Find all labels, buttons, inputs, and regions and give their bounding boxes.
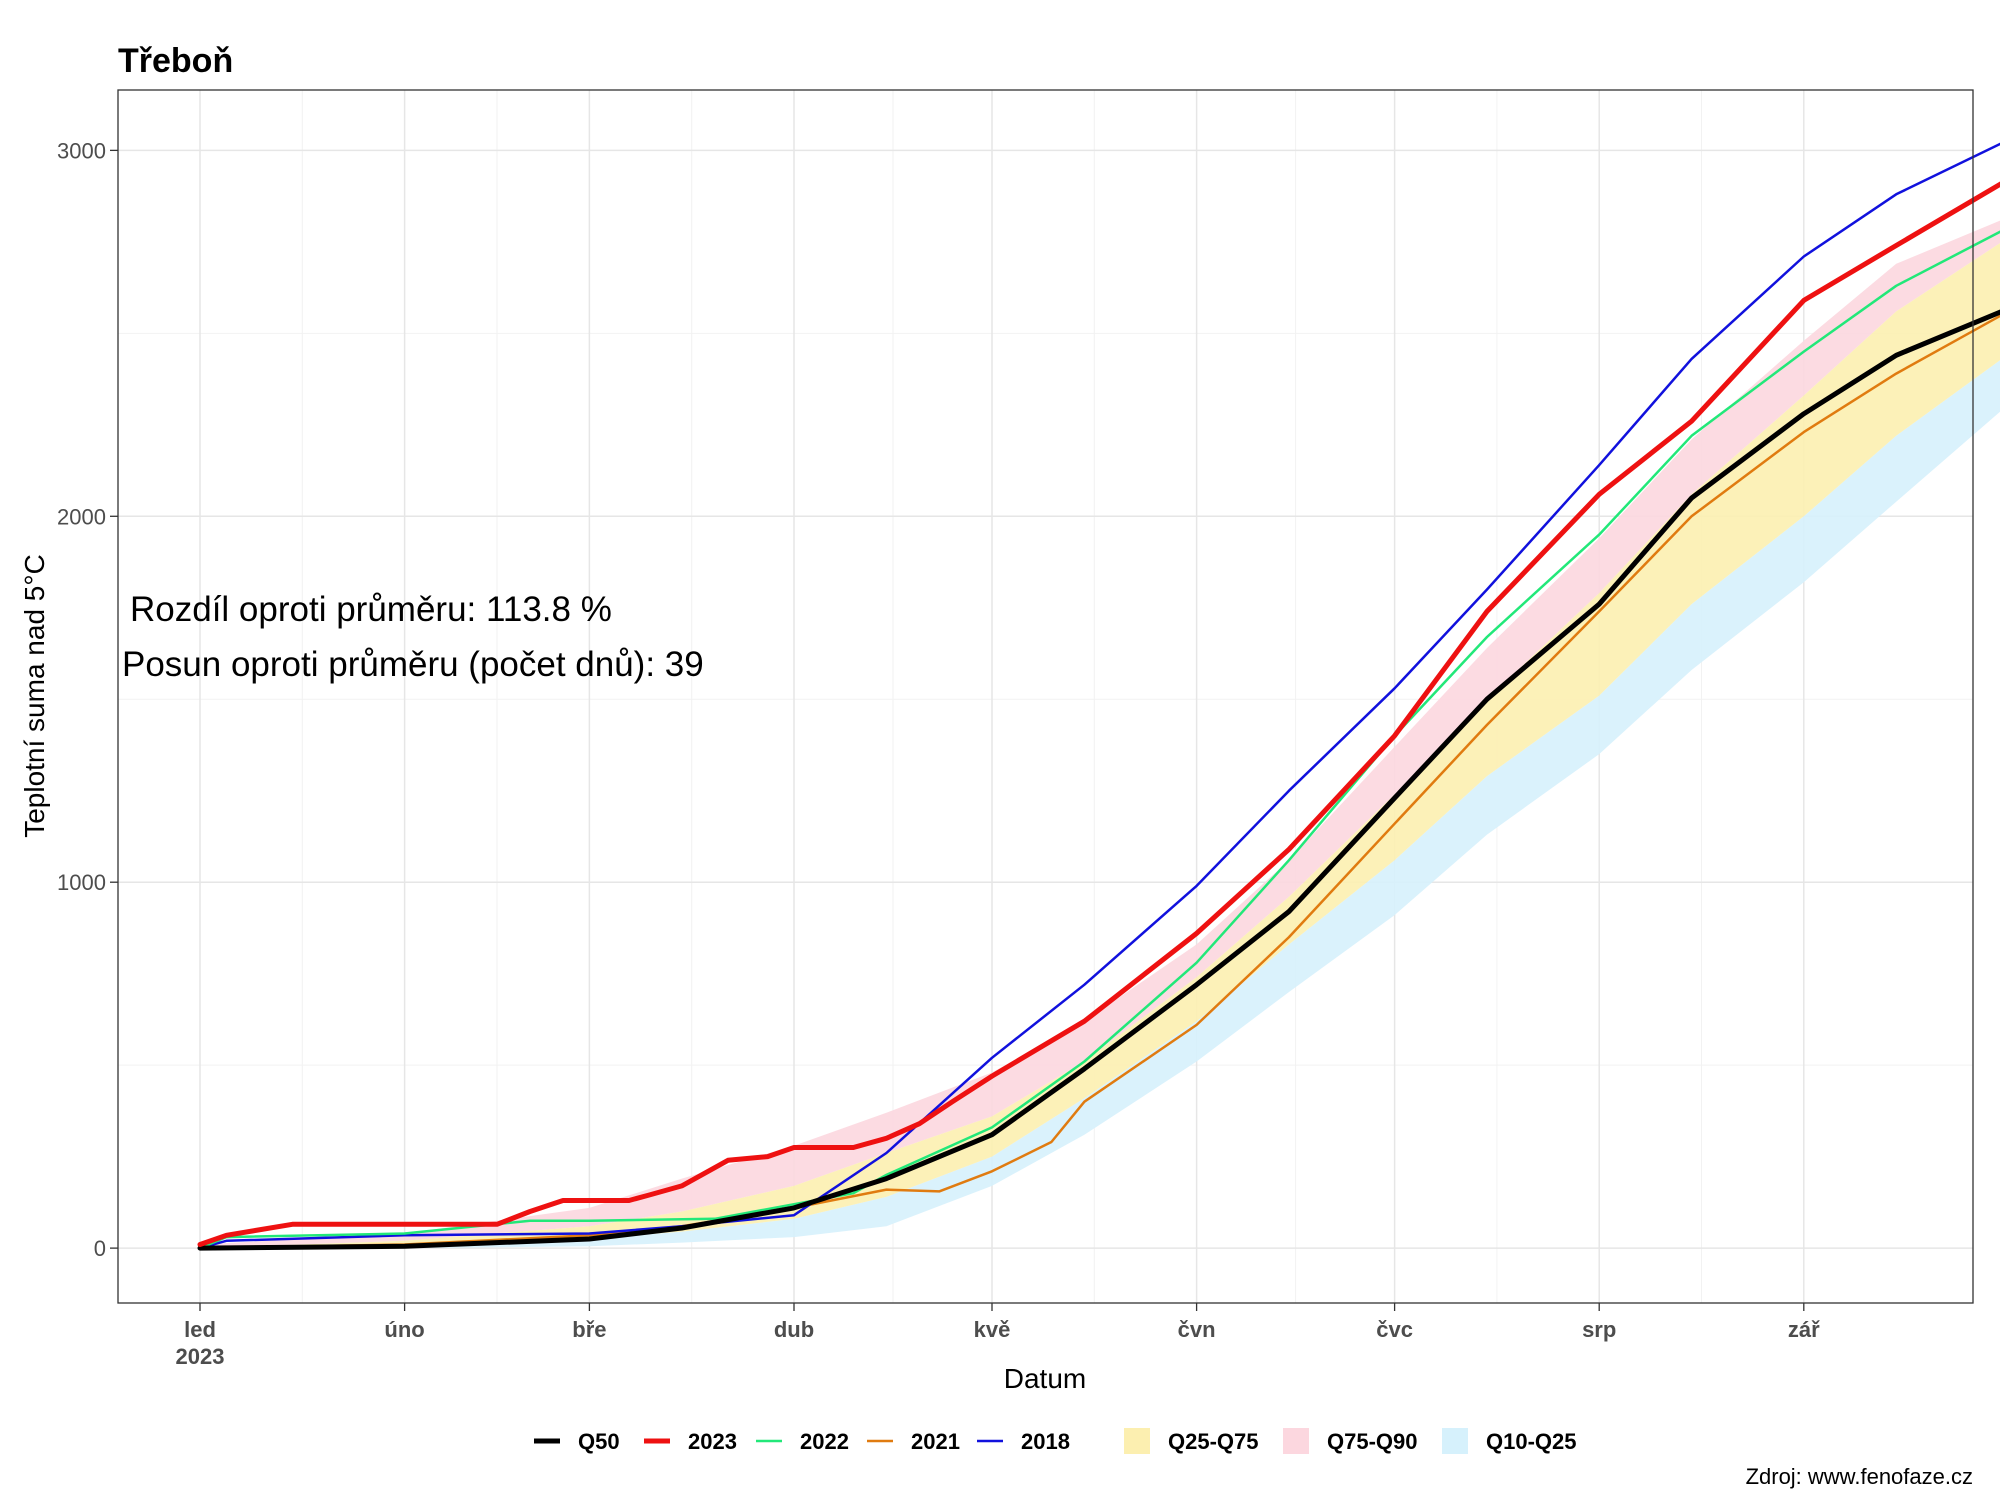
x-tick-label: srp [1582,1317,1616,1342]
legend-label: 2018 [1021,1429,1070,1454]
source-note: Zdroj: www.fenofaze.cz [1746,1464,1973,1489]
series-layer [197,142,2000,1251]
band-q75-q90 [200,220,2000,1249]
legend-label: 2023 [688,1429,737,1454]
legend-key-swatch [1442,1428,1468,1454]
legend-item-2021: 2021 [867,1429,960,1454]
y-tick-label: 1000 [57,870,106,895]
x-tick-label: led [184,1317,216,1342]
x-tick-label: kvě [974,1317,1011,1342]
legend-item-q75-q90: Q75-Q90 [1283,1428,1418,1454]
panel-border [117,89,1974,1304]
legend-item-q25-q75: Q25-Q75 [1124,1428,1259,1454]
legend-item-2018: 2018 [977,1429,1070,1454]
y-tick-label: 3000 [57,138,106,163]
legend-label: 2022 [800,1429,849,1454]
chart-title: Třeboň [118,42,233,80]
y-axis-title: Teplotní suma nad 5°C [19,554,50,838]
series-line-2018 [198,142,2000,1250]
annotation-shift: Posun oproti průměru (počet dnů): 39 [122,645,704,684]
x-tick-label: čvc [1376,1317,1413,1342]
series-line-2022 [198,230,2000,1250]
legend-label: Q50 [578,1429,620,1454]
legend-item-2023: 2023 [644,1429,737,1454]
y-tick-label: 2000 [57,504,106,529]
legend-label: 2021 [911,1429,960,1454]
x-tick-label: čvn [1178,1317,1216,1342]
band-layer [200,220,2000,1249]
legend-item-q10-q25: Q10-Q25 [1442,1428,1577,1454]
legend-label: Q75-Q90 [1327,1429,1418,1454]
legend-item-q50: Q50 [534,1429,620,1454]
legend-label: Q25-Q75 [1168,1429,1259,1454]
x-tick-label: úno [384,1317,424,1342]
legend-item-2022: 2022 [756,1429,849,1454]
legend-key-swatch [1124,1428,1150,1454]
series-line-2023 [197,181,2000,1247]
y-axis-ticks: 0 1000 2000 3000 [57,138,118,1261]
x-tick-label: bře [572,1317,606,1342]
x-tick-label: dub [774,1317,814,1342]
x-tick-sublabel: 2023 [176,1344,225,1369]
legend-key-swatch [1283,1428,1309,1454]
x-tick-label: zář [1788,1317,1820,1342]
y-tick-label: 0 [94,1236,106,1261]
legend: Q50 2023 2022 2021 2018 Q25-Q75 Q75-Q90 Q10-Q25 [534,1428,1577,1454]
x-axis-title: Datum [1004,1363,1086,1394]
legend-label: Q10-Q25 [1486,1429,1577,1454]
series-line-q50 [197,309,2000,1251]
annotation-difference: Rozdíl oproti průměru: 113.8 % [130,590,612,629]
